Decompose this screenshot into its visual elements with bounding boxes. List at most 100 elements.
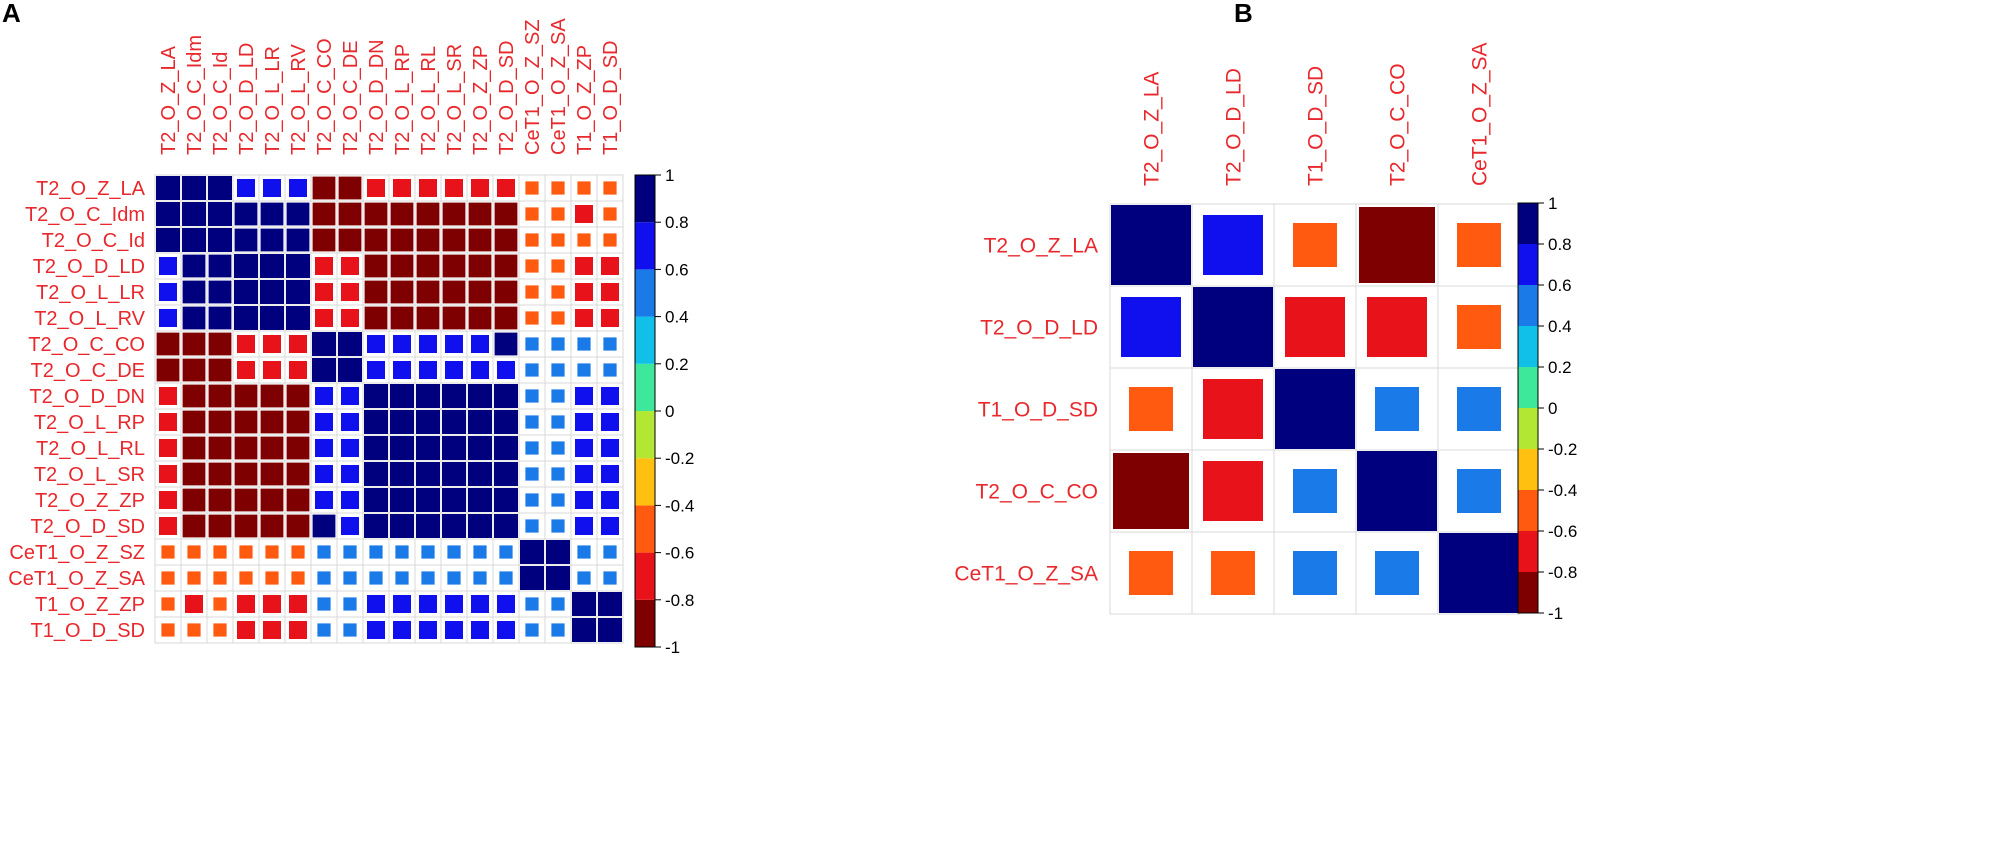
correlation-cell-r4-c4: [1357, 451, 1437, 531]
correlation-cell-r16-c15: [520, 566, 544, 590]
correlation-cell-r4-c9: [365, 255, 388, 278]
figure: A B T2_O_Z_LAT2_O_C_IdmT2_O_C_IdT2_O_D_L…: [0, 0, 2014, 842]
correlation-cell-r9-c13: [468, 384, 492, 408]
correlation-cell-r18-c12: [445, 621, 463, 639]
row-label: T2_O_D_LD: [33, 256, 145, 278]
correlation-cell-r10-c14: [494, 410, 518, 434]
correlation-cell-r12-c12: [442, 462, 466, 486]
correlation-cell-r9-c12: [442, 384, 466, 408]
correlation-cell-r18-c11: [419, 621, 437, 639]
correlation-cell-r18-c3: [213, 623, 226, 636]
legend-color-band: [1518, 367, 1538, 408]
correlation-cell-r15-c4: [239, 545, 252, 558]
correlation-cell-r11-c13: [468, 436, 492, 460]
row-label: T2_O_D_DN: [29, 386, 145, 408]
correlation-cell-r5-c17: [575, 283, 593, 301]
legend-color-band: [635, 411, 655, 458]
correlation-cell-r5-c18: [601, 283, 619, 301]
correlation-cell-r2-c5: [1457, 305, 1501, 349]
correlation-cell-r15-c11: [421, 545, 434, 558]
correlation-cell-r1-c5: [263, 179, 281, 197]
correlation-cell-r3-c3: [208, 228, 232, 252]
correlation-cell-r7-c5: [263, 335, 281, 353]
legend-tick-label: 0.2: [1548, 358, 1572, 377]
correlation-cell-r4-c11: [417, 255, 440, 278]
correlation-cell-r9-c17: [575, 387, 593, 405]
correlation-cell-r1-c13: [471, 179, 489, 197]
correlation-cell-r8-c16: [551, 363, 564, 376]
correlation-cell-r10-c6: [287, 411, 310, 434]
correlation-cell-r11-c12: [442, 436, 466, 460]
correlation-cell-r5-c14: [495, 281, 518, 304]
correlation-cell-r1-c11: [419, 179, 437, 197]
row-label: T2_O_D_SD: [31, 516, 146, 538]
correlation-cell-r16-c16: [546, 566, 570, 590]
correlation-cell-r6-c5: [260, 306, 284, 330]
row-label: T2_O_Z_ZP: [35, 490, 145, 512]
correlation-cell-r18-c8: [343, 623, 356, 636]
correlation-cell-r16-c11: [421, 571, 434, 584]
correlation-cell-r1-c3: [1293, 223, 1337, 267]
correlation-cell-r6-c1: [159, 309, 177, 327]
correlation-cell-r1-c4: [1359, 207, 1435, 283]
correlation-cell-r5-c10: [391, 281, 414, 304]
correlation-cell-r3-c17: [577, 233, 590, 246]
correlation-cell-r15-c6: [291, 545, 304, 558]
correlation-cell-r6-c13: [469, 307, 492, 330]
correlation-cell-r3-c8: [339, 229, 362, 252]
correlation-cell-r4-c7: [315, 257, 333, 275]
correlation-cell-r17-c8: [343, 597, 356, 610]
correlation-cell-r16-c17: [577, 571, 590, 584]
correlation-cell-r2-c12: [443, 203, 466, 226]
correlation-cell-r3-c3: [1275, 369, 1355, 449]
legend-color-band: [1518, 531, 1538, 572]
correlation-cell-r1-c1: [156, 176, 180, 200]
correlation-cell-r10-c16: [551, 415, 564, 428]
correlation-cell-r14-c8: [341, 517, 359, 535]
correlation-cell-r17-c17: [572, 592, 596, 616]
correlation-cell-r9-c11: [416, 384, 440, 408]
correlation-cell-r2-c2: [1193, 287, 1273, 367]
correlation-cell-r3-c1: [1129, 387, 1173, 431]
correlation-cell-r2-c1: [1121, 297, 1181, 357]
correlation-cell-r15-c10: [395, 545, 408, 558]
correlation-cell-r14-c15: [525, 519, 538, 532]
correlation-cell-r4-c18: [601, 257, 619, 275]
correlation-cell-r11-c3: [209, 437, 232, 460]
correlation-cell-r5-c16: [551, 285, 564, 298]
correlation-cell-r10-c3: [209, 411, 232, 434]
column-label: T2_O_C_CO: [1386, 63, 1409, 186]
correlation-cell-r6-c17: [575, 309, 593, 327]
correlation-cell-r3-c14: [495, 229, 518, 252]
column-label: T2_O_Z_ZP: [470, 45, 492, 155]
correlation-cell-r6-c4: [234, 306, 258, 330]
correlation-cell-r8-c3: [209, 359, 232, 382]
column-label: CeT1_O_Z_SA: [548, 18, 570, 155]
row-label: CeT1_O_Z_SA: [954, 562, 1098, 585]
correlation-cell-r17-c13: [471, 595, 489, 613]
correlation-cell-r7-c15: [525, 337, 538, 350]
correlation-cell-r9-c2: [183, 385, 206, 408]
correlation-cell-r5-c9: [365, 281, 388, 304]
correlation-cell-r17-c2: [185, 595, 203, 613]
column-label: T2_O_Z_LA: [1140, 72, 1163, 186]
correlation-cell-r8-c12: [445, 361, 463, 379]
correlation-cell-r5-c2: [183, 281, 206, 304]
correlation-cell-r4-c3: [1293, 469, 1337, 513]
correlation-cell-r8-c18: [603, 363, 616, 376]
legend-color-band: [1518, 408, 1538, 449]
correlation-cell-r17-c12: [445, 595, 463, 613]
legend-color-band: [635, 222, 655, 269]
correlation-cell-r17-c5: [263, 595, 281, 613]
correlation-cell-r17-c4: [237, 595, 255, 613]
correlation-cell-r13-c14: [494, 488, 518, 512]
correlation-cell-r11-c2: [183, 437, 206, 460]
column-label: T2_O_C_Idm: [184, 35, 206, 155]
column-label: T2_O_C_CO: [314, 38, 336, 155]
correlation-cell-r4-c13: [469, 255, 492, 278]
correlation-cell-r1-c4: [237, 179, 255, 197]
correlation-cell-r2-c18: [603, 207, 616, 220]
correlation-cell-r3-c5: [1457, 387, 1501, 431]
correlation-cell-r6-c15: [525, 311, 538, 324]
legend-tick-label: -0.2: [1548, 440, 1577, 459]
